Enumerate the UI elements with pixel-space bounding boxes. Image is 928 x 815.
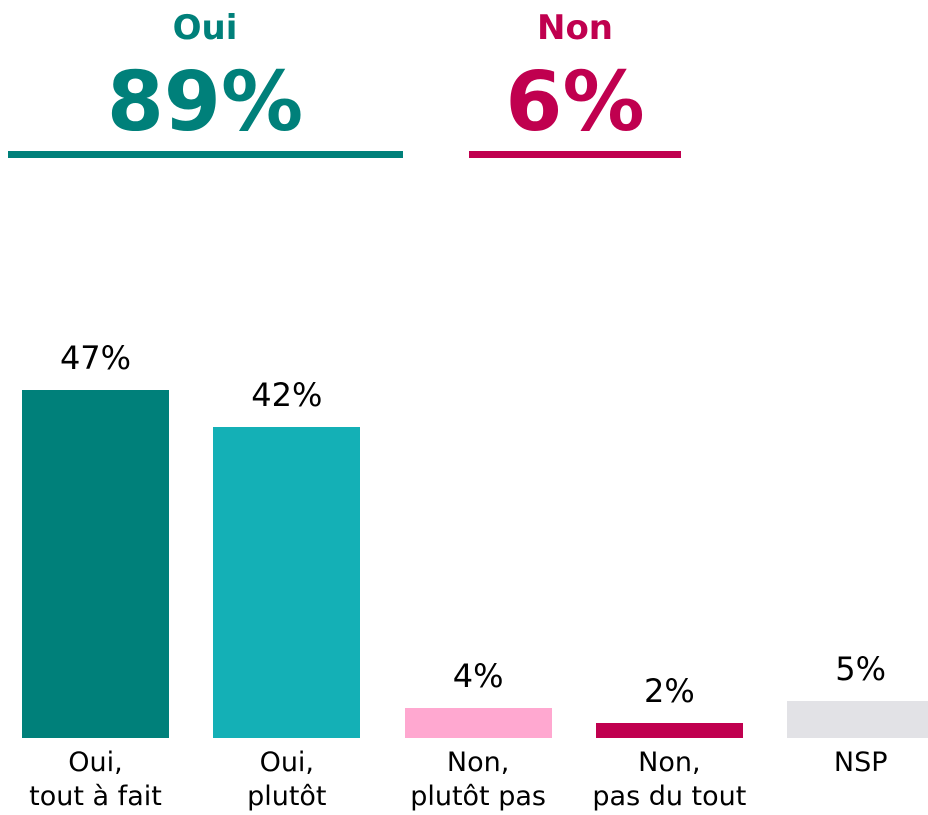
bar <box>404 708 552 738</box>
category-label: Oui, plutôt <box>247 747 327 812</box>
value-label: 4% <box>452 657 504 696</box>
summary-value: 89% <box>106 55 304 150</box>
bar <box>213 427 361 738</box>
summary-label: Non <box>536 8 614 48</box>
category-label: NSP <box>833 747 888 778</box>
value-label: 2% <box>644 672 695 711</box>
category-label: Non, plutôt pas <box>410 747 546 812</box>
summary-underline <box>8 151 403 158</box>
summary-value: 6% <box>505 55 645 150</box>
value-label: 5% <box>835 649 887 688</box>
value-label: 47% <box>59 339 132 377</box>
bar <box>595 723 743 738</box>
summary-underline <box>469 151 681 158</box>
value-label: 42% <box>251 376 323 415</box>
category-label: Non, pas du tout <box>592 747 747 812</box>
category-label: Oui, tout à fait <box>29 747 162 812</box>
summary-label: Oui <box>172 8 238 48</box>
bar <box>22 390 169 738</box>
bar <box>787 700 928 738</box>
